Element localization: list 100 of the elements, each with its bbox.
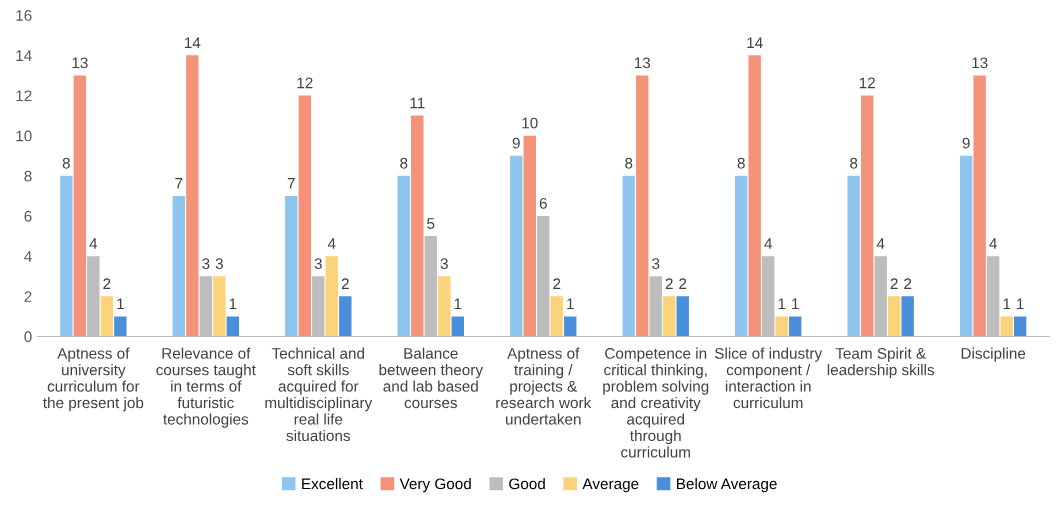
data-label: 12 [859, 77, 875, 89]
legend-label: Good [509, 478, 545, 490]
y-tick-label: 16 [16, 10, 32, 21]
bar [73, 75, 87, 337]
bar [397, 175, 410, 337]
data-label: 3 [202, 258, 210, 270]
y-tick-label: 6 [24, 210, 32, 222]
data-label: 4 [764, 238, 773, 249]
data-label: 1 [792, 298, 799, 310]
bar [438, 276, 451, 337]
data-label: 3 [314, 258, 322, 270]
data-label: 1 [454, 298, 462, 310]
bar [285, 195, 298, 337]
bar [901, 296, 914, 337]
data-label: 3 [215, 258, 223, 270]
data-label: 7 [287, 178, 295, 189]
data-label: 14 [184, 37, 201, 49]
data-label: 3 [652, 258, 660, 270]
bar [226, 316, 240, 337]
x-tick-label: Discipline [961, 347, 1026, 362]
data-label: 9 [512, 137, 520, 149]
bar [775, 316, 788, 337]
data-label: 1 [1017, 298, 1024, 310]
bar [564, 316, 577, 337]
x-tick-label: Technical and soft skills acquired for multidisciplinary real life situations [265, 347, 373, 442]
bar [847, 175, 860, 337]
data-label: 4 [876, 238, 885, 249]
data-label: 2 [103, 278, 111, 289]
bar [1013, 316, 1027, 337]
y-tick-label: 14 [16, 50, 32, 61]
data-label: 2 [665, 278, 673, 289]
data-label: 13 [72, 57, 88, 69]
x-tick-label: Team Spirit & leadership skills [827, 347, 935, 379]
data-label: 4 [89, 238, 98, 249]
data-label: 14 [747, 37, 763, 49]
bar [298, 95, 312, 337]
bar [1000, 316, 1013, 337]
bar [114, 316, 127, 337]
bar [325, 256, 338, 337]
bar [636, 75, 649, 337]
data-label: 8 [400, 157, 408, 169]
legend-label: Very Good [399, 478, 471, 493]
data-label: 13 [634, 57, 651, 69]
x-tick-label: Aptness of university curriculum for the present job [43, 347, 144, 412]
data-label: 9 [962, 137, 970, 149]
bar [523, 135, 536, 337]
legend-label: Excellent [302, 478, 363, 490]
data-label: 1 [778, 298, 786, 310]
data-label: 6 [539, 197, 547, 209]
data-label: 12 [297, 77, 313, 89]
y-tick-label: 0 [24, 331, 32, 343]
bar [788, 316, 802, 337]
bar [172, 195, 186, 337]
bar [100, 296, 114, 337]
data-label: 5 [427, 218, 435, 229]
y-tick-label: 12 [16, 90, 32, 102]
data-label: 4 [327, 238, 336, 249]
bar [959, 155, 973, 337]
bar [748, 55, 761, 337]
bar [550, 296, 563, 337]
data-label: 1 [567, 298, 574, 310]
bar [973, 75, 986, 337]
bar [663, 296, 676, 337]
bar [451, 316, 464, 337]
data-label: 1 [1003, 298, 1011, 310]
x-tick-label: Relevance of courses taught in terms of futuristic technologies [156, 347, 256, 428]
y-tick-label: 8 [24, 170, 32, 182]
data-label: 1 [117, 298, 124, 310]
legend-label: Below Average [677, 478, 777, 493]
bar [622, 175, 635, 337]
bar [510, 155, 523, 337]
data-label: 1 [229, 298, 237, 310]
data-label: 4 [989, 238, 997, 249]
data-label: 2 [341, 278, 349, 289]
data-label: 2 [904, 278, 912, 289]
data-label: 8 [62, 157, 70, 169]
bar [339, 296, 352, 337]
x-tick-label: Balance between theory and lab based courses [379, 347, 483, 409]
y-tick-label: 4 [24, 251, 32, 262]
bar [676, 296, 689, 337]
data-label: 2 [553, 278, 561, 289]
bar [887, 296, 901, 337]
legend-label: Average [582, 478, 639, 493]
data-label: 13 [972, 57, 988, 69]
data-label: 7 [175, 178, 183, 189]
data-label: 2 [679, 278, 687, 289]
bar [860, 95, 874, 337]
data-label: 2 [890, 278, 898, 289]
data-label: 3 [440, 258, 448, 270]
data-label: 8 [737, 157, 745, 169]
bar [213, 276, 226, 337]
bar [735, 175, 748, 337]
bar [411, 115, 424, 337]
x-tick-label: Aptness of training / projects & research work undertaken [496, 347, 592, 425]
y-tick-label: 2 [24, 291, 32, 302]
bar [60, 175, 73, 337]
data-label: 11 [410, 97, 425, 109]
x-tick-label: Competence in critical thinking, problem solving and creativity acquired through curriculum [603, 347, 709, 458]
data-label: 8 [850, 157, 858, 169]
y-tick-label: 10 [16, 130, 32, 142]
